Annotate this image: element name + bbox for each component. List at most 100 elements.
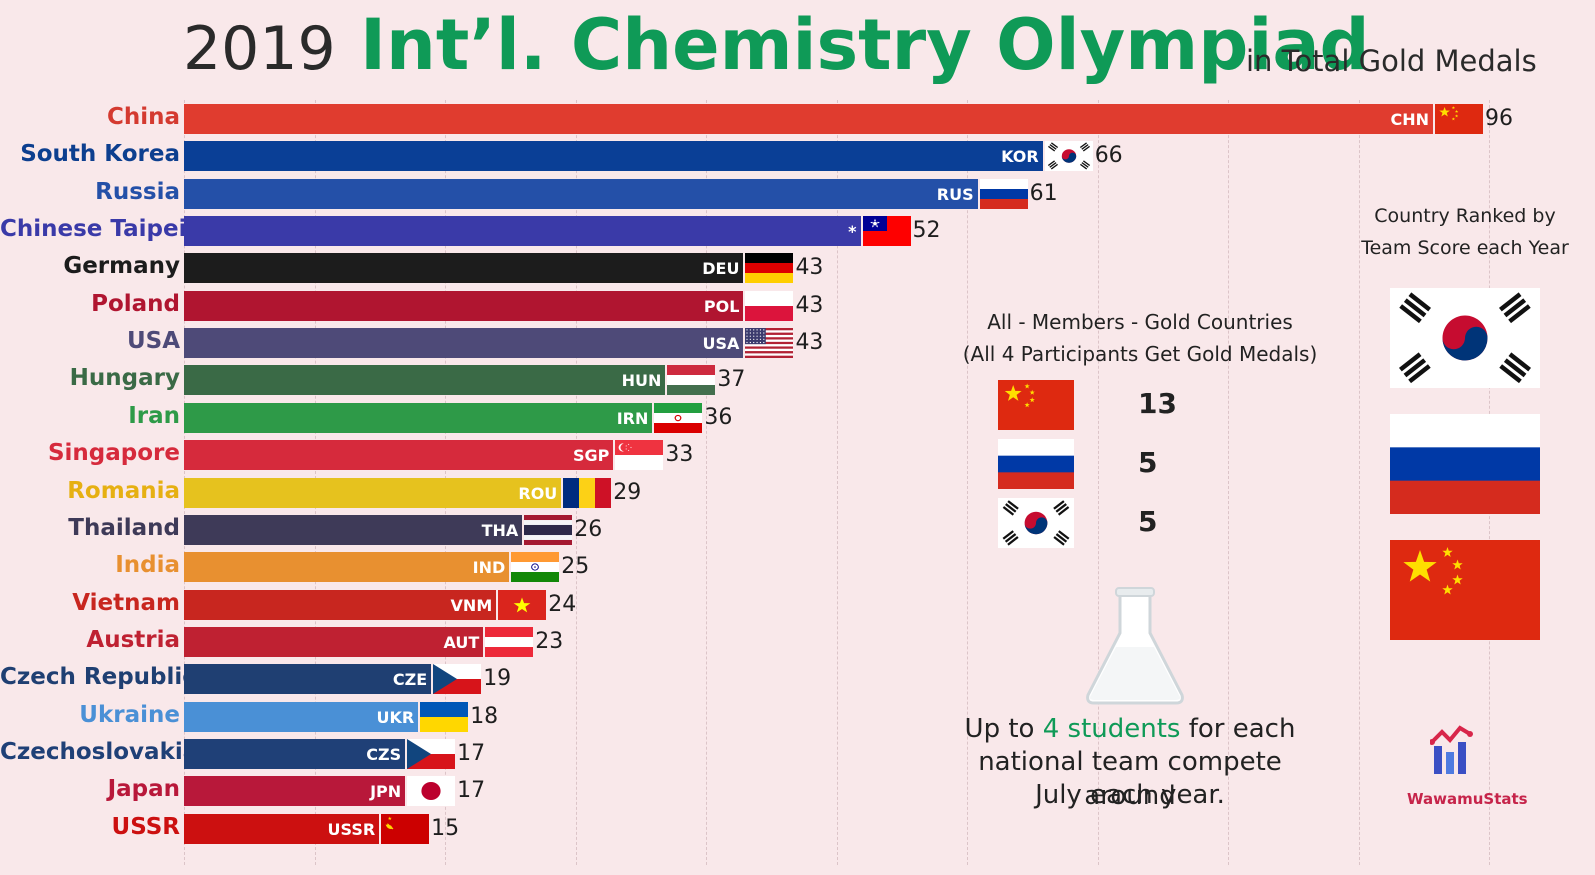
ua-flag-icon (420, 701, 469, 732)
bar (184, 626, 484, 657)
flag-pl (745, 290, 794, 321)
cz-flag-icon (407, 738, 456, 769)
bar (184, 253, 744, 284)
bar-code-label: CHN (1390, 110, 1429, 129)
flag-vn (498, 589, 547, 620)
cz-flag-icon (433, 664, 482, 695)
category-label: Hungary (69, 365, 180, 392)
flag-in (511, 552, 560, 583)
data-label: 17 (457, 740, 486, 766)
chart-title: Int’l. Chemistry Olympiad (360, 4, 1370, 86)
ru-flag-icon (998, 439, 1074, 490)
bar-code-label: POL (703, 296, 740, 316)
pl-flag-icon (745, 290, 794, 321)
flag-us (745, 328, 794, 359)
flag-cn (1435, 104, 1483, 134)
bar (184, 216, 861, 247)
flag-jp (407, 776, 456, 807)
bar-code-label: CZE (392, 670, 428, 690)
flag-ir (654, 402, 703, 434)
gridline (706, 100, 707, 865)
data-label: 96 (1485, 106, 1513, 131)
kr-flag-icon (1044, 141, 1093, 172)
legend-subtitle: (All 4 Participants Get Gold Medals) (962, 342, 1318, 366)
hu-flag-icon (667, 365, 716, 396)
bar-code-label: USA (702, 334, 740, 354)
year-label: 2019 (183, 14, 336, 84)
category-label: South Korea (20, 141, 180, 168)
category-label: Chinese Taipei (0, 216, 187, 243)
de-flag-icon (745, 253, 794, 284)
ranked-flag (1390, 414, 1540, 515)
data-label: 33 (665, 442, 694, 468)
ir-flag-icon (654, 402, 703, 434)
flag-ua (420, 701, 469, 732)
in-flag-icon (511, 552, 560, 583)
bar (184, 440, 614, 471)
flag-at (485, 626, 534, 658)
flag-cz (407, 738, 456, 769)
kr-flag-icon (998, 498, 1074, 548)
data-label: 43 (795, 330, 824, 356)
category-label: USSR (111, 813, 180, 840)
category-label: Poland (91, 290, 180, 317)
bar-code-label: VNM (450, 595, 493, 615)
cn-flag-icon (1435, 104, 1483, 134)
bar (184, 552, 510, 583)
note-highlight: 4 students (1042, 714, 1181, 744)
legend-title: All - Members - Gold Countries (987, 310, 1293, 334)
gridline (1358, 100, 1360, 865)
data-label: 26 (574, 516, 603, 542)
legend-flag (998, 380, 1074, 430)
data-label: 29 (613, 479, 642, 505)
data-label: 61 (1029, 180, 1058, 206)
bar (184, 701, 419, 732)
gridline (836, 100, 838, 865)
data-label: 18 (470, 703, 499, 729)
bar-code-label: UKR (376, 707, 415, 727)
bar-code-label: IND (472, 558, 506, 578)
ranked-flag (1390, 540, 1540, 640)
bar (184, 738, 406, 769)
bar-code-label: THA (481, 520, 519, 540)
bar (184, 589, 497, 620)
flag-de (745, 253, 794, 284)
flag-th (524, 514, 573, 545)
bar (184, 664, 432, 695)
at-flag-icon (485, 626, 534, 658)
bar-code-label: JPN (370, 782, 402, 802)
bar (184, 776, 406, 807)
flag-kr (1044, 141, 1093, 172)
legend-value: 13 (1138, 387, 1177, 420)
cn-flag-icon (1390, 540, 1540, 640)
brand-label: WawamuStats (1407, 790, 1528, 808)
bar (184, 178, 978, 209)
bar-code-label: SGP (572, 446, 610, 466)
data-label: 19 (483, 666, 512, 692)
gridline (967, 100, 968, 865)
data-label: 25 (561, 554, 590, 580)
legend-value: 5 (1138, 505, 1158, 538)
data-label: 24 (548, 591, 577, 617)
category-label: USA (126, 328, 180, 355)
bar-code-label: HUN (621, 371, 662, 391)
bar-code-label: IRN (616, 408, 649, 428)
category-label: Romania (67, 477, 180, 504)
tw-flag-icon (862, 216, 911, 247)
gridline (1097, 100, 1099, 865)
category-label: Japan (107, 776, 180, 803)
category-label: Thailand (68, 514, 180, 541)
bar (184, 402, 653, 433)
vn-flag-icon (498, 589, 547, 620)
bar (184, 328, 744, 359)
data-label: 66 (1094, 143, 1123, 169)
legend-flag (998, 439, 1074, 490)
category-label: Russia (95, 178, 180, 205)
bar-code-label: AUT (443, 632, 480, 652)
th-flag-icon (524, 514, 573, 545)
bar (184, 365, 666, 396)
category-label: Iran (128, 402, 180, 429)
bar-code-label: ROU (518, 483, 558, 503)
data-label: 17 (457, 778, 486, 804)
flag-hu (667, 365, 716, 396)
